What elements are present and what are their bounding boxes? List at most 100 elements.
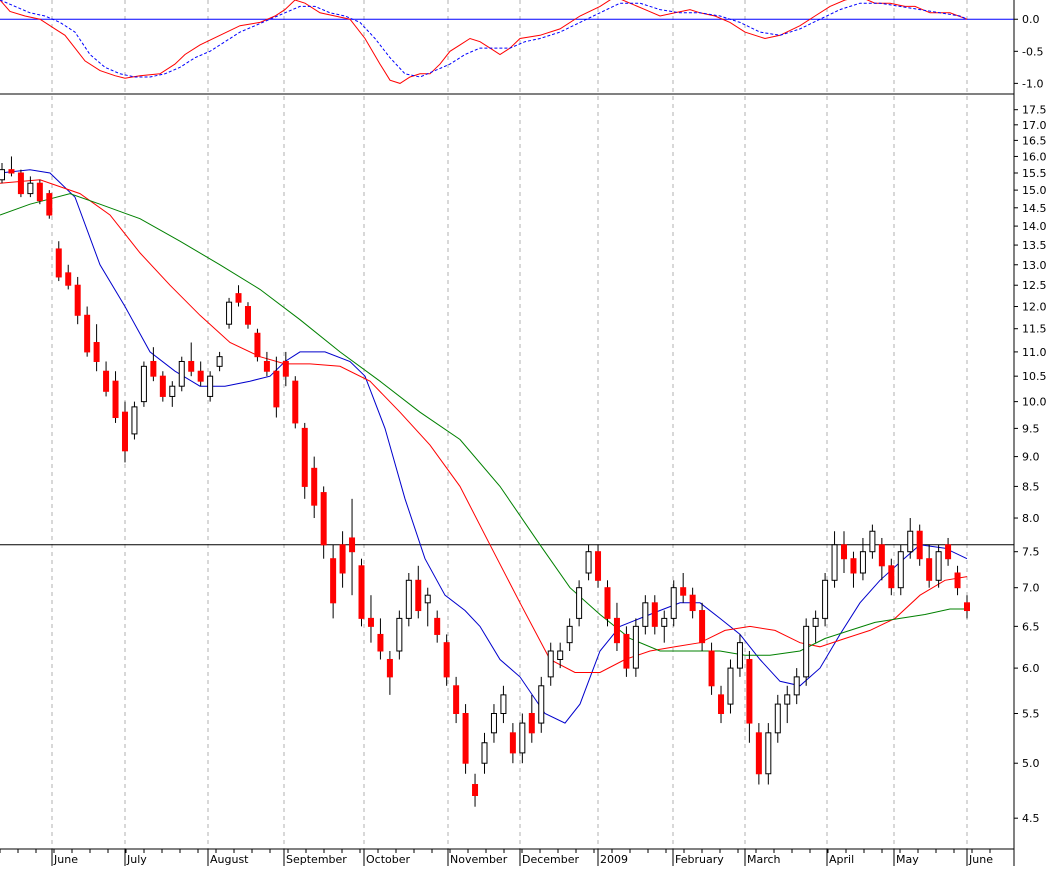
candle-body-up	[519, 722, 526, 754]
candle	[784, 685, 791, 724]
candle-body-down	[17, 172, 24, 195]
candle	[755, 723, 762, 785]
candle-body-down	[235, 293, 242, 303]
price-tick-label: 6.0	[1022, 662, 1040, 675]
price-tick-label: 4.5	[1022, 812, 1040, 825]
candle-body-up	[727, 667, 734, 705]
candle-body-up	[784, 694, 791, 705]
candle	[538, 676, 545, 733]
x-month-label: July	[126, 853, 147, 866]
x-month-label: August	[210, 853, 249, 866]
candle	[55, 241, 62, 282]
candle-body-down	[263, 360, 270, 372]
candle	[396, 610, 403, 660]
candle	[888, 558, 895, 596]
candle-body-down	[746, 658, 753, 724]
candle-body-down	[103, 370, 110, 392]
price-tick-label: 11.5	[1022, 323, 1047, 336]
candle	[27, 176, 34, 198]
candle	[339, 531, 346, 588]
candle	[945, 537, 952, 566]
candle-body-down	[878, 544, 885, 567]
candle-body-up	[0, 169, 5, 181]
candle-body-down	[93, 342, 100, 362]
candle-body-down	[8, 169, 15, 174]
candle-body-down	[755, 732, 762, 775]
candle-body-down	[273, 370, 280, 408]
candle-body-up	[424, 594, 431, 604]
candle-body-down	[254, 332, 261, 358]
price-tick-label: 14.0	[1022, 220, 1047, 233]
candle-body-up	[169, 385, 176, 397]
candle	[330, 544, 337, 619]
candle	[254, 328, 261, 362]
candle	[793, 668, 800, 705]
x-month-label: June	[53, 853, 78, 866]
x-month-label: October	[366, 853, 410, 866]
candle	[131, 401, 138, 440]
candle	[159, 371, 166, 402]
price-tick-label: 7.0	[1022, 582, 1040, 595]
candle-body-down	[699, 610, 706, 644]
candle-body-down	[945, 544, 952, 560]
x-month-label: December	[522, 853, 580, 866]
candle	[17, 169, 24, 198]
candle	[859, 537, 866, 581]
x-month-label: June	[968, 853, 993, 866]
candle	[405, 572, 412, 627]
candle	[812, 610, 819, 643]
price-tick-label: 6.5	[1022, 620, 1040, 633]
osc-tick-label: -0.5	[1022, 45, 1043, 58]
price-tick-label: 13.0	[1022, 259, 1047, 272]
candle-body-down	[964, 602, 970, 612]
candle	[765, 723, 772, 785]
candle	[869, 524, 876, 559]
candle-body-up	[774, 703, 781, 734]
candle-body-down	[282, 360, 289, 377]
candle	[84, 306, 91, 357]
price-tick-label: 9.5	[1022, 422, 1040, 435]
candle-body-down	[651, 602, 658, 627]
candle	[349, 498, 356, 596]
price-tick-label: 14.5	[1022, 202, 1047, 215]
candle-body-down	[150, 360, 157, 377]
osc-tick-label: -1.0	[1022, 77, 1043, 90]
price-tick-label: 8.0	[1022, 512, 1040, 525]
candle	[377, 618, 384, 660]
candle-body-up	[632, 625, 639, 669]
candle-body-up	[481, 742, 488, 764]
candle	[746, 651, 753, 743]
candle	[169, 381, 176, 407]
x-month-label: September	[286, 853, 347, 866]
candle	[850, 551, 857, 588]
candle	[301, 422, 308, 499]
candle-body-up	[226, 301, 233, 325]
price-tick-label: 15.5	[1022, 167, 1047, 180]
candle-body-down	[55, 248, 62, 278]
oscillator-panel	[0, 0, 1014, 84]
candle	[65, 264, 72, 290]
candle	[424, 587, 431, 627]
candle-body-down	[613, 617, 620, 644]
candle	[462, 704, 469, 774]
price-tick-label: 10.0	[1022, 396, 1047, 409]
candle	[935, 544, 942, 588]
candle	[320, 486, 327, 559]
candle-body-down	[84, 314, 91, 353]
candle-body-down	[330, 558, 337, 604]
candle	[311, 456, 318, 519]
ma-slow	[0, 193, 967, 656]
candle-body-down	[386, 658, 393, 678]
candle-body-down	[434, 617, 441, 635]
x-month-label: 2009	[600, 853, 628, 866]
price-tick-label: 17.5	[1022, 104, 1047, 117]
candle-body-down	[415, 579, 422, 612]
candle-body-down	[926, 558, 933, 581]
candle	[8, 156, 15, 177]
price-tick-label: 9.0	[1022, 451, 1040, 464]
signal-line	[0, 0, 968, 78]
oscillator-line	[0, 0, 968, 84]
candle-body-down	[509, 732, 516, 754]
candle-body-down	[888, 565, 895, 589]
candle	[235, 285, 242, 307]
